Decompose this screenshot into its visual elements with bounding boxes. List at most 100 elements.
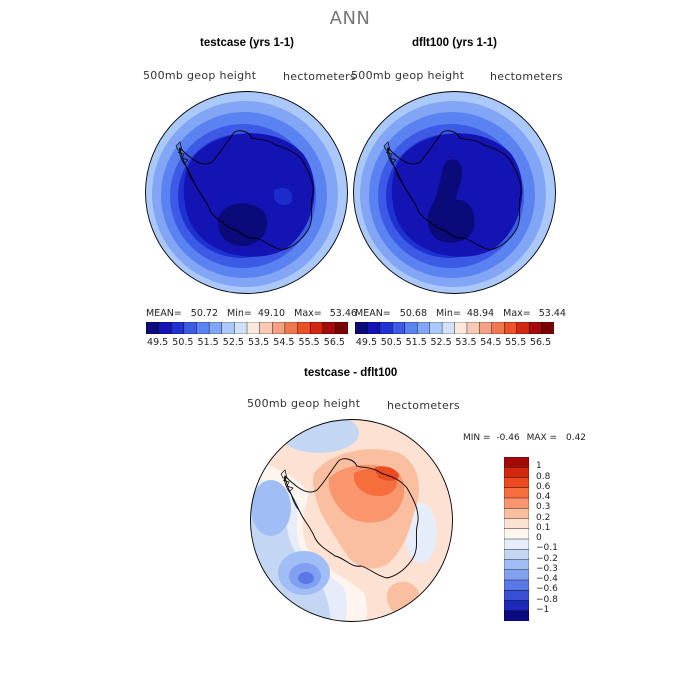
- diff-colorbar-swatch: [504, 549, 529, 561]
- diff-colorbar-label: −0.1: [536, 543, 558, 554]
- panel2-colorbar-tick-label: 55.5: [505, 337, 527, 348]
- diff-contour-fill: [386, 581, 419, 614]
- panel2-colorbar-swatch: [491, 322, 505, 334]
- panel1-map: [145, 91, 348, 294]
- panel1-colorbar-tick-label: 56.5: [323, 337, 345, 348]
- panel1-colorbar-swatch: [272, 322, 286, 334]
- diff-colorbar-swatch: [504, 528, 529, 540]
- panel2-contour-fill: [427, 159, 475, 243]
- diff-colorbar-label: −0.6: [536, 584, 558, 595]
- diff-colorbar-label: −0.4: [536, 574, 558, 584]
- diff-colorbar-label: 0.8: [536, 471, 551, 482]
- panel1-colorbar-swatch: [208, 322, 223, 334]
- panel2-mean-value: 50.68: [399, 308, 427, 319]
- panel1-max-value: 53.46: [329, 308, 357, 319]
- panel2-mean-label: MEAN=: [355, 308, 391, 319]
- panel1-title: testcase (yrs 1-1): [200, 37, 294, 49]
- panel2-colorbar-swatch: [429, 322, 443, 334]
- panel2-colorbar-swatch: [541, 322, 554, 334]
- panel2-colorbar-swatch: [454, 322, 468, 334]
- panel1-island: [175, 141, 183, 151]
- panel2-colorbar-swatch: [404, 322, 418, 334]
- panel1-colorbar-tick-label: 49.5: [147, 337, 169, 348]
- panel2-max-label: Max=: [503, 308, 531, 319]
- panel2-island: [383, 141, 391, 151]
- panel1-contour-fill: [217, 203, 268, 247]
- panel1-colorbar-swatch: [259, 322, 273, 334]
- panel1-mean-value: 50.72: [190, 308, 218, 319]
- panel1-colorbar-swatch: [183, 322, 198, 334]
- panel1-peninsula-islands: [177, 151, 189, 165]
- panel2-colorbar-swatch: [355, 322, 368, 334]
- panel1-colorbar-swatch: [146, 322, 160, 334]
- panel1-colorbar-tick-label: 50.5: [172, 337, 194, 348]
- diff-colorbar-swatch: [504, 518, 529, 530]
- panel1-field-label: 500mb geop height: [143, 69, 257, 82]
- panel2-colorbar-tick-label: 56.5: [529, 337, 552, 348]
- panel1-colorbar-tick-label: 55.5: [298, 337, 320, 348]
- panel2-colorbar-tick-label: 51.5: [405, 337, 427, 348]
- panel2-colorbar-swatch: [479, 322, 493, 334]
- diff-colorbar-swatch: [504, 467, 529, 479]
- panel1-colorbar-swatch: [171, 322, 185, 334]
- panel2-stats: MEAN= 50.68 Min= 48.94 Max= 53.44: [355, 308, 566, 319]
- panel2-antarctica-coastline: [387, 130, 522, 251]
- diff-min-value: -0.46: [496, 433, 520, 443]
- panel2-title: dflt100 (yrs 1-1): [412, 37, 498, 49]
- panel1-colorbar-swatch: [322, 322, 336, 334]
- diff-field-label: 500mb geop height: [247, 397, 361, 410]
- panel2-peninsula-islands: [385, 151, 397, 165]
- diff-colorbar-label: −0.8: [536, 594, 558, 605]
- diff-colorbar-swatch: [504, 569, 529, 581]
- diff-colorbar-swatch: [504, 590, 529, 602]
- panel2-colorbar-swatch: [392, 322, 406, 334]
- panel1-colorbar-tick-label: 54.5: [273, 337, 295, 348]
- panel2-colorbar-tick-label: 49.5: [355, 337, 378, 348]
- diff-colorbar-label: 0.1: [536, 522, 551, 533]
- diff-contour-fill: [298, 572, 314, 584]
- panel2-colorbar-tick-label: 50.5: [380, 337, 402, 348]
- diff-min-label: MIN =: [463, 433, 491, 443]
- panel1-colorbar-tick-label: 53.5: [248, 337, 270, 348]
- panel2-min-value: 48.94: [466, 308, 495, 319]
- panel1-colorbar-swatch: [284, 322, 299, 334]
- diff-max-value: 0.42: [565, 433, 587, 443]
- diff-colorbar-label: −1: [536, 604, 550, 615]
- diff-peninsula-islands: [282, 479, 294, 493]
- panel2-colorbar: [355, 322, 554, 334]
- diff-colorbar-swatch: [504, 600, 529, 612]
- panel1-contour-fill: [274, 188, 293, 206]
- panel2-map-border: [353, 91, 556, 294]
- panel1-map-border: [145, 91, 348, 294]
- diff-map-border: [250, 419, 453, 622]
- diff-colorbar: [504, 457, 529, 621]
- panel1-colorbar-swatch: [335, 322, 348, 334]
- panel1-colorbar-swatch: [246, 322, 261, 334]
- panel1-colorbar: [146, 322, 348, 334]
- diff-max-label: MAX =: [526, 433, 558, 443]
- panel2-max-value: 53.44: [538, 308, 566, 319]
- panel1-colorbar-tick-label: 51.5: [197, 337, 219, 348]
- diff-colorbar-label: 0.6: [536, 481, 551, 492]
- panel1-colorbar-swatch: [196, 322, 210, 334]
- diff-antarctica-coastline: [284, 458, 419, 579]
- diff-colorbar-label: −0.3: [536, 563, 558, 574]
- panel2-colorbar-swatch: [441, 322, 455, 334]
- panel1-max-label: Max=: [294, 308, 322, 319]
- diff-colorbar-label: 0.2: [536, 512, 551, 523]
- panel1-contour-fill: [183, 133, 315, 257]
- panel1-units-label: hectometers: [283, 70, 356, 83]
- panel2-colorbar-swatch: [466, 322, 480, 334]
- panel1-mean-label: MEAN=: [146, 308, 182, 319]
- diff-contour-fill: [405, 503, 437, 563]
- panel2-field-label: 500mb geop height: [351, 69, 465, 82]
- panel1-colorbar-swatch: [158, 322, 172, 334]
- panel2-colorbar-tick-label: 53.5: [455, 337, 477, 348]
- panel1-colorbar-tick-label: 52.5: [222, 337, 244, 348]
- diff-colorbar-label: 0.4: [536, 492, 551, 502]
- diff-colorbar-swatch: [504, 477, 529, 489]
- diff-colorbar-swatch: [504, 610, 529, 621]
- diff-colorbar-swatch: [504, 508, 529, 520]
- panel1-colorbar-ticks: 49.5 50.5 51.5 52.5 53.5 54.5 55.5 56.5: [146, 337, 348, 349]
- diff-colorbar-label: 0.3: [536, 502, 551, 513]
